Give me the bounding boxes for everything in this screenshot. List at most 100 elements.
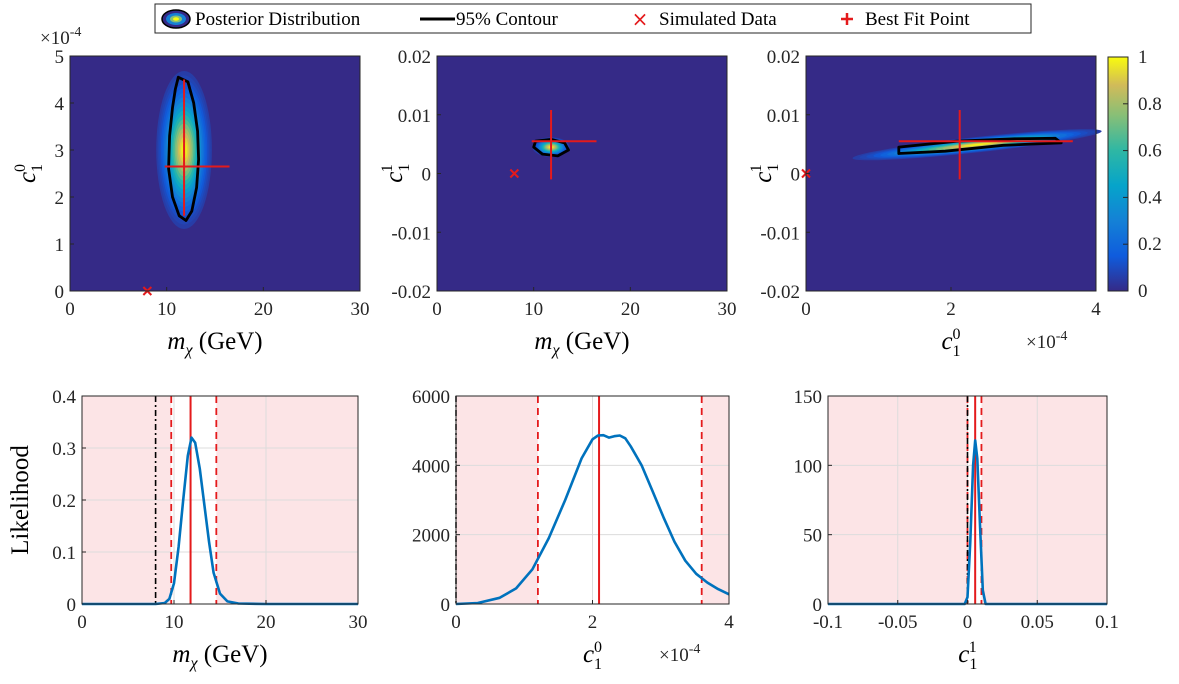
colorbar-tick-label: 0.8 bbox=[1138, 94, 1162, 115]
panel-2: 0 10 20 30 -0.02 -0.01 0 0.01 0.02 mχ (GeV) c11 bbox=[379, 47, 737, 359]
x-tick-label: 20 bbox=[254, 299, 273, 320]
colorbar-tick-label: 0.6 bbox=[1138, 141, 1162, 162]
x-axis-label: c10 bbox=[941, 326, 960, 360]
y-tick-label: 0.1 bbox=[52, 543, 76, 564]
x-tick-label: 2 bbox=[588, 612, 598, 633]
y-multiplier: ×10-4 bbox=[40, 25, 81, 49]
x-axis-label-text: c10 bbox=[941, 326, 960, 360]
y-tick-label: 2000 bbox=[412, 526, 450, 547]
heatmap-background bbox=[437, 56, 727, 291]
y-tick-label: 50 bbox=[803, 526, 822, 547]
y-tick-label: 150 bbox=[794, 387, 823, 408]
y-tick-label: 100 bbox=[794, 456, 823, 477]
heatmap-background bbox=[70, 56, 360, 291]
y-tick-label: 1 bbox=[55, 235, 65, 256]
x-tick-label: 30 bbox=[718, 299, 737, 320]
colorbar: 0 0.2 0.4 0.6 0.8 1 bbox=[1108, 47, 1162, 302]
y-tick-label: 0.02 bbox=[398, 47, 431, 68]
y-tick-label: 6000 bbox=[412, 387, 450, 408]
y-axis-label: c10 bbox=[12, 164, 46, 183]
y-tick-label: 3 bbox=[55, 141, 65, 162]
y-tick-label: 0.01 bbox=[767, 106, 800, 127]
panel-5: 0 2 4 0 2000 4000 6000 c10 ×10-4 bbox=[412, 387, 734, 673]
x-tick-label: 0 bbox=[963, 612, 973, 633]
x-axis-label: mχ (GeV) bbox=[172, 641, 267, 672]
x-tick-label: 0 bbox=[801, 299, 811, 320]
y-axis-label: c11 bbox=[379, 164, 413, 183]
y-tick-label: -0.01 bbox=[760, 223, 800, 244]
y-axis-label-text: c11 bbox=[748, 164, 782, 183]
y-tick-label: 0 bbox=[55, 282, 65, 303]
y-tick-label: 0.2 bbox=[52, 491, 76, 512]
x-axis-label: mχ (GeV) bbox=[534, 328, 629, 359]
shade-left bbox=[456, 396, 538, 604]
x-axis-label: c10 bbox=[583, 639, 602, 673]
y-tick-label: 0.02 bbox=[767, 47, 800, 68]
colorbar-tick-label: 0.4 bbox=[1138, 187, 1162, 208]
x-tick-label: 10 bbox=[524, 299, 543, 320]
panel-4: 0 10 20 30 0 0.1 0.2 0.3 0.4 mχ (GeV) Likelihood bbox=[7, 387, 368, 672]
y-tick-label: 0 bbox=[422, 165, 432, 186]
y-tick-label: -0.02 bbox=[391, 282, 431, 303]
x-tick-label: 20 bbox=[257, 612, 276, 633]
x-tick-label: 10 bbox=[165, 612, 184, 633]
y-tick-label: 0.01 bbox=[398, 106, 431, 127]
x-tick-label: 4 bbox=[1091, 299, 1101, 320]
y-axis-label-text: c10 bbox=[12, 164, 46, 183]
legend-simulated-label: Simulated Data bbox=[659, 9, 777, 30]
x-axis-label: mχ (GeV) bbox=[167, 328, 262, 359]
y-tick-label: 4000 bbox=[412, 456, 450, 477]
shade-right bbox=[981, 396, 1107, 604]
panel-6: -0.1 -0.05 0 0.05 0.1 0 50 100 150 c11 bbox=[794, 387, 1119, 673]
x-axis-label: c11 bbox=[958, 639, 977, 673]
x-multiplier: ×10-4 bbox=[1026, 329, 1067, 353]
x-tick-label: 0 bbox=[65, 299, 75, 320]
y-axis-label: c11 bbox=[748, 164, 782, 183]
y-tick-label: 0 bbox=[441, 595, 451, 616]
legend: Posterior Distribution 95% Contour × Sim… bbox=[155, 4, 1031, 33]
y-axis-label: Likelihood bbox=[7, 445, 34, 555]
y-tick-label: -0.02 bbox=[760, 282, 800, 303]
x-tick-label: 10 bbox=[157, 299, 176, 320]
legend-simulated-icon: × bbox=[632, 7, 649, 31]
panel-1: 0 10 20 30 0 1 2 3 4 5 mχ (GeV) c10 ×10-4 bbox=[12, 25, 370, 359]
legend-contour-label: 95% Contour bbox=[456, 9, 559, 30]
x-axis-label-text: mχ (GeV) bbox=[534, 328, 629, 359]
colorbar-tick-label: 0.2 bbox=[1138, 234, 1162, 255]
y-tick-label: 5 bbox=[55, 47, 65, 68]
x-tick-label: -0.05 bbox=[878, 612, 918, 633]
y-tick-label: 0.3 bbox=[52, 439, 76, 460]
y-tick-label: 0 bbox=[67, 595, 77, 616]
y-tick-label: 0 bbox=[813, 595, 823, 616]
y-tick-label: 4 bbox=[55, 94, 65, 115]
x-tick-label: 0 bbox=[432, 299, 442, 320]
y-axis-label-text: c11 bbox=[379, 164, 413, 183]
panel-3: 0 2 4 -0.02 -0.01 0 0.01 0.02 c10 c11 ×10-4 bbox=[748, 47, 1102, 360]
x-tick-label: 30 bbox=[349, 612, 368, 633]
x-tick-label: 2 bbox=[946, 299, 956, 320]
y-tick-label: 0.4 bbox=[52, 387, 76, 408]
x-tick-label: 4 bbox=[724, 612, 734, 633]
x-tick-label: 20 bbox=[621, 299, 640, 320]
y-axis-label-text: Likelihood bbox=[7, 445, 34, 555]
x-tick-label: 0 bbox=[77, 612, 87, 633]
colorbar-tick-label: 0 bbox=[1138, 281, 1148, 302]
y-tick-label: 0 bbox=[791, 165, 801, 186]
x-axis-label-text: mχ (GeV) bbox=[172, 641, 267, 672]
heatmap-background bbox=[806, 56, 1096, 291]
x-axis-label-text: mχ (GeV) bbox=[167, 328, 262, 359]
y-tick-label: 2 bbox=[55, 188, 65, 209]
x-axis-label-text: c10 bbox=[583, 639, 602, 673]
x-tick-label: 0.1 bbox=[1095, 612, 1119, 633]
x-multiplier: ×10-4 bbox=[659, 642, 700, 666]
x-tick-label: 30 bbox=[351, 299, 370, 320]
y-tick-label: -0.01 bbox=[391, 223, 431, 244]
legend-posterior-icon bbox=[162, 10, 190, 28]
x-axis-label-text: c11 bbox=[958, 639, 977, 673]
x-tick-label: 0.05 bbox=[1021, 612, 1054, 633]
shade-right bbox=[702, 396, 729, 604]
colorbar-tick-label: 1 bbox=[1138, 47, 1148, 68]
legend-posterior-label: Posterior Distribution bbox=[195, 9, 361, 30]
legend-bestfit-label: Best Fit Point bbox=[865, 9, 970, 30]
